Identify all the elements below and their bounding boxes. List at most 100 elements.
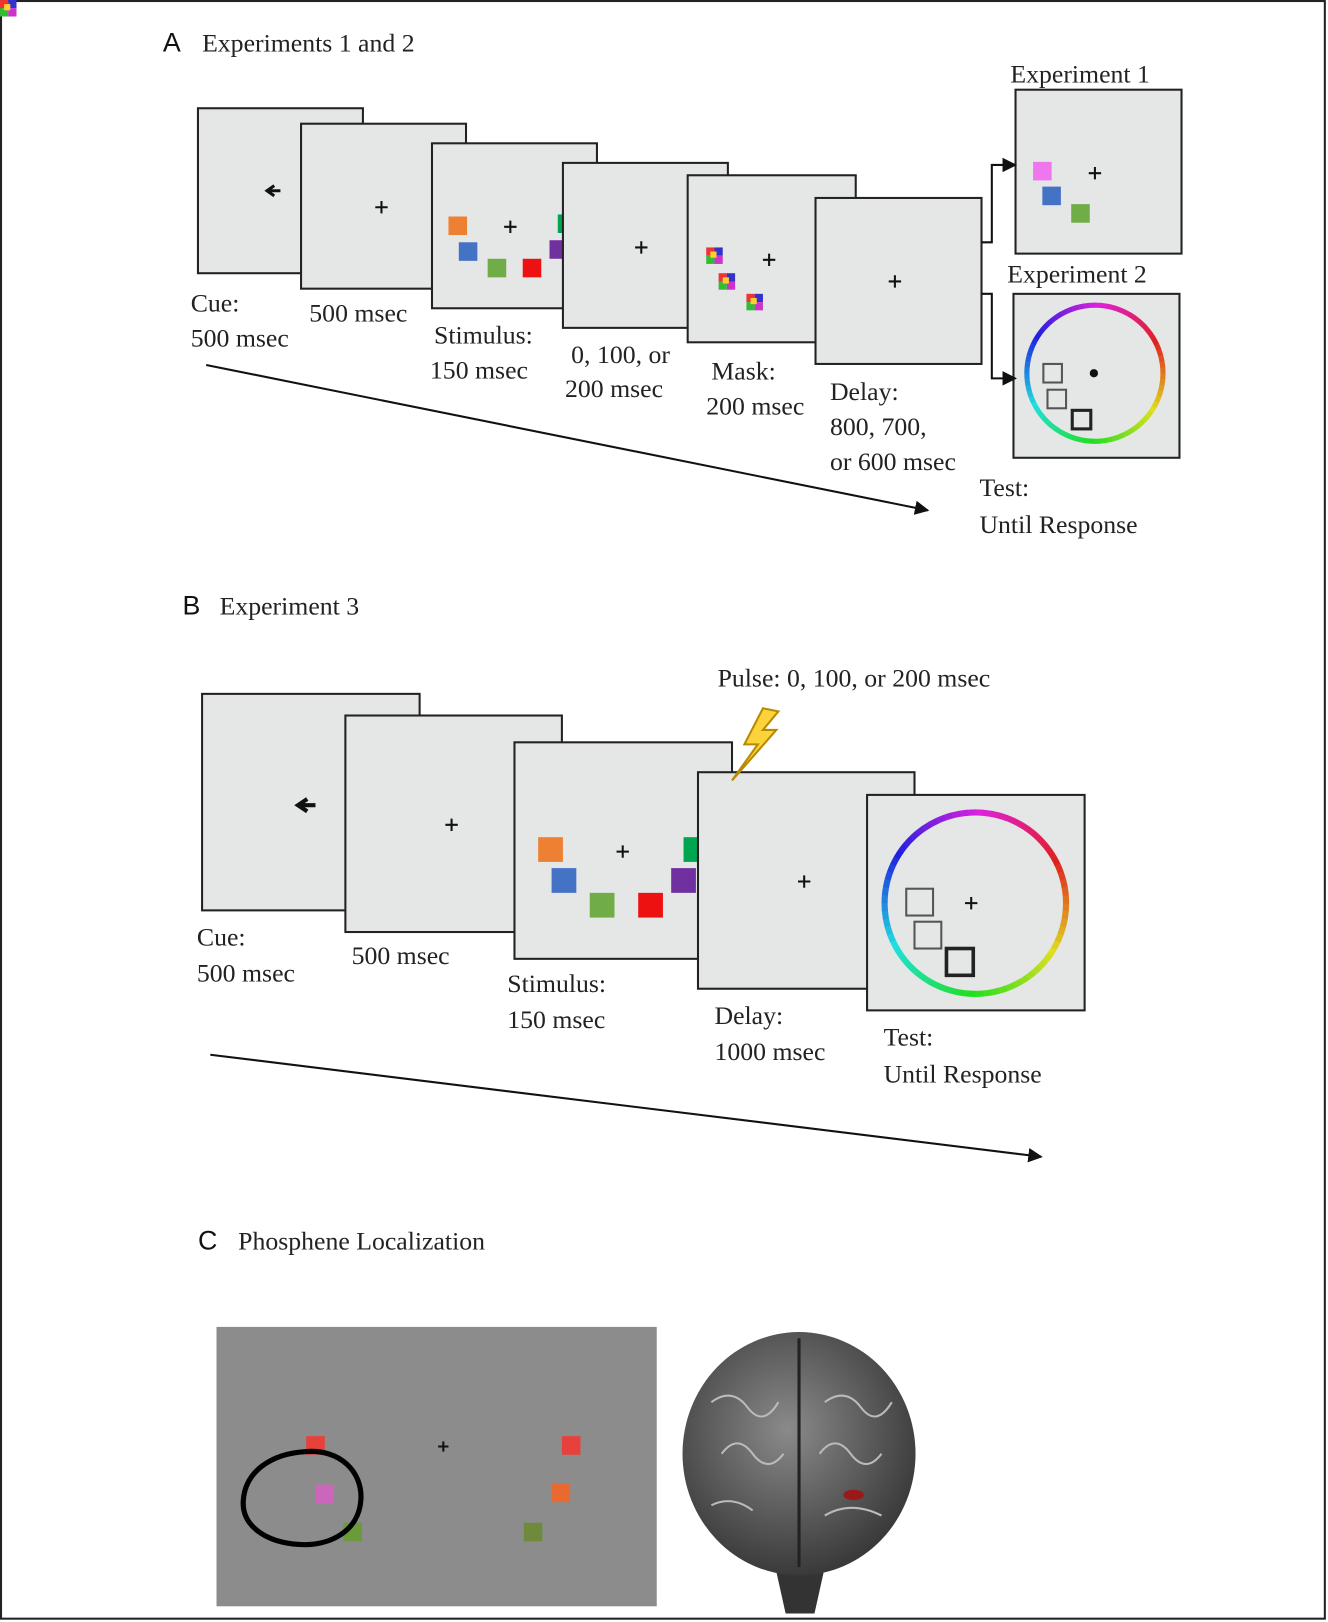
wheel-segment — [1076, 303, 1084, 310]
wheel-segment — [1054, 933, 1064, 944]
caption: Stimulus: — [434, 320, 533, 349]
wheel-segment — [921, 974, 932, 985]
wheel-segment — [1159, 360, 1166, 368]
experiment-label: Experiment 1 — [1010, 59, 1150, 88]
wheel-segment — [1061, 886, 1069, 896]
wheel-segment — [1059, 878, 1068, 889]
wheel-segment — [1151, 337, 1160, 346]
wheel-segment — [898, 953, 909, 964]
wheel-segment — [1051, 856, 1061, 867]
wheel-segment — [1136, 319, 1146, 328]
wheel-segment — [1059, 429, 1068, 438]
wheel-segment — [1106, 303, 1114, 311]
wheel-segment — [1057, 925, 1066, 936]
wheel-segment — [1031, 965, 1042, 976]
wheel-segment — [1145, 327, 1153, 336]
panel-title: Experiment 3 — [220, 591, 360, 620]
frames-b — [201, 692, 1086, 1163]
wheel-segment — [935, 814, 946, 824]
wheel-segment — [1059, 918, 1068, 928]
caption: Until Response — [884, 1060, 1042, 1089]
wheel-segment — [1028, 343, 1036, 351]
wheel-segment — [908, 831, 920, 842]
wheel-segment — [884, 870, 894, 881]
wheel-segment — [1082, 302, 1090, 309]
wheel-segment — [1154, 395, 1162, 404]
wheel-segment — [1140, 415, 1150, 424]
experiment-label: Experiment 2 — [1007, 259, 1147, 288]
caption: 500 msec — [191, 323, 289, 352]
wheel-segment — [887, 932, 896, 943]
wheel-segment — [914, 970, 926, 981]
caption: Delay: — [830, 377, 899, 406]
wheel-segment — [1111, 305, 1120, 312]
caption: 200 msec — [706, 391, 804, 420]
wheel-segment — [882, 878, 891, 888]
wheel-segment — [1064, 432, 1073, 440]
wheel-segment — [1012, 818, 1023, 828]
wheel-segment — [1127, 426, 1136, 435]
pulse-label: Pulse: 0, 100, or 200 msec — [718, 664, 991, 693]
wheel-segment — [915, 826, 926, 837]
wheel-segment — [890, 855, 900, 867]
wheel-segment — [1040, 415, 1049, 424]
wheel-segment — [1054, 863, 1064, 874]
wheel-segment — [1030, 337, 1039, 346]
wheel-segment — [1011, 979, 1023, 989]
wheel-segment — [1111, 434, 1120, 442]
wheel-segment — [1044, 419, 1053, 428]
wheel-segment — [1036, 410, 1045, 419]
wheel-segment — [928, 817, 939, 828]
wheel-segment — [1025, 826, 1036, 837]
caption: 500 msec — [197, 959, 295, 988]
wheel-segment — [1154, 343, 1162, 352]
wheel-segment — [1141, 323, 1150, 332]
wheel-segment — [959, 809, 969, 817]
caption: Until Response — [979, 510, 1137, 539]
wheel-segment — [1156, 390, 1164, 398]
wheel-segment — [1047, 849, 1057, 860]
wheel-segment — [903, 836, 914, 847]
phosphene-display — [216, 1326, 657, 1607]
wheel-segment — [1070, 434, 1079, 442]
wheel-segment — [1061, 910, 1069, 920]
wheel-segment — [1148, 332, 1157, 341]
wheel-segment — [1019, 821, 1030, 832]
wheel-segment — [894, 849, 904, 860]
wheel-segment — [1005, 814, 1016, 824]
panel-label: A — [163, 28, 181, 58]
wheel-segment — [951, 810, 961, 819]
wheel-segment — [1122, 309, 1131, 317]
panel-title: Experiments 1 and 2 — [202, 29, 415, 58]
wheel-segment — [935, 982, 946, 992]
wheel-segment — [1042, 953, 1053, 964]
wheel-segment — [1026, 348, 1034, 357]
wheel-segment — [1117, 306, 1126, 315]
wheel-segment — [1025, 354, 1032, 362]
wheel-segment — [1132, 315, 1141, 324]
wheel-segment — [1127, 312, 1136, 320]
wheel-segment — [1049, 423, 1058, 432]
wheel-segment — [890, 939, 900, 951]
caption: Cue: — [191, 288, 240, 317]
caption: Stimulus: — [507, 969, 606, 998]
wheel-segment — [1042, 842, 1053, 854]
wheel-segment — [881, 886, 890, 896]
brain — [682, 1332, 916, 1614]
caption: 500 msec — [352, 941, 450, 970]
wheel-segment — [1057, 871, 1067, 881]
wheel-segment — [1059, 309, 1068, 317]
caption: 200 msec — [565, 374, 663, 403]
wheel-segment — [1030, 400, 1039, 409]
wheel-segment — [950, 987, 961, 996]
wheel-segment — [903, 959, 914, 970]
wheel-segment — [997, 985, 1008, 994]
wheel-segment — [1028, 395, 1036, 404]
wheel-segment — [1136, 419, 1145, 428]
wheel-segment — [1054, 426, 1063, 435]
wheel-segment — [1025, 970, 1036, 981]
wheel-segment — [898, 842, 909, 853]
caption: 500 msec — [309, 299, 407, 328]
wheel-segment — [1037, 959, 1048, 970]
